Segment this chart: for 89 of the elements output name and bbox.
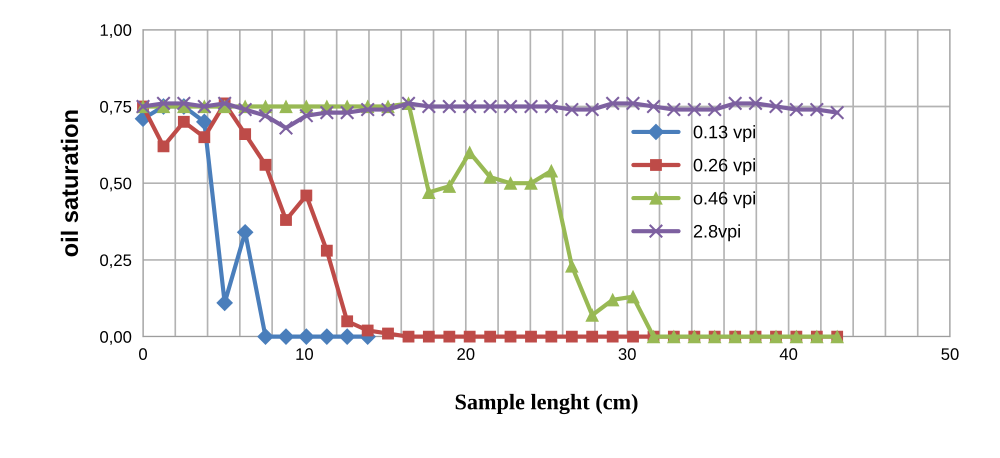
point [728,96,742,111]
point [341,315,354,328]
x-tick-label: 40 [780,348,798,360]
x-axis-title: Sample lenght (cm) [456,394,638,414]
point [482,99,498,114]
point [320,105,334,120]
point [442,99,457,114]
point [196,114,213,130]
legend-label: 0.13 vpi [694,125,755,142]
point [830,105,844,120]
point [442,180,456,193]
x-tick-label: 10 [296,348,314,360]
legend-label: 2.8vpi [694,224,740,242]
point [525,330,537,343]
point [544,164,558,178]
point [524,99,538,114]
point [178,116,190,128]
point [687,102,702,117]
point [586,308,599,322]
point [156,96,171,111]
point [789,102,804,117]
point [565,259,578,273]
y-tick-label: 0,50 [100,178,132,192]
point [382,328,394,340]
point [279,100,293,114]
point [462,99,477,114]
point [299,108,314,123]
point [504,176,518,190]
point [422,186,436,200]
point [606,330,619,343]
point [586,330,598,343]
point [278,120,294,136]
point [258,108,273,123]
point [422,99,436,114]
y-tick-label: 0,00 [100,331,132,345]
point [504,330,516,343]
point [564,102,580,117]
point [198,131,210,144]
point [524,176,538,190]
point [176,96,192,111]
point [626,290,640,304]
point [503,99,518,114]
point [463,146,476,160]
point [260,158,272,171]
x-tick-label: 0 [139,348,147,360]
point [768,99,784,114]
point [280,214,292,226]
point [257,328,274,345]
point [484,330,496,343]
point [338,328,356,345]
point [298,328,315,345]
y-tick-label: 0,25 [100,254,132,268]
y-tick-label: 0,75 [100,100,132,115]
point [443,330,456,343]
point [402,330,414,343]
point [584,102,600,117]
x-tick-label: 50 [941,348,959,360]
legend-label: o.46 vpi [694,191,755,208]
point [545,330,558,343]
point [748,96,763,111]
point [380,102,396,117]
point [627,330,639,343]
point [360,102,375,117]
x-tick-label: 20 [457,348,474,360]
point [810,102,824,117]
y-tick-label: 1,00 [100,24,132,38]
point [320,244,333,257]
point [605,96,620,111]
x-tick-label: 30 [618,348,636,360]
point [318,328,336,345]
point [606,293,620,306]
point [544,99,559,114]
point [666,102,682,117]
point [239,128,252,140]
point [646,99,661,114]
point [707,102,722,117]
point [158,140,170,152]
legend-label: 0.26 vpi [694,158,755,176]
point [626,96,640,111]
point [422,330,435,343]
point [484,170,497,184]
point [340,105,354,120]
point [300,190,312,202]
point [238,102,252,117]
y-axis-title: oil saturation [60,110,78,256]
point [464,330,476,343]
point [362,324,374,336]
point [566,330,578,343]
point [278,328,294,345]
